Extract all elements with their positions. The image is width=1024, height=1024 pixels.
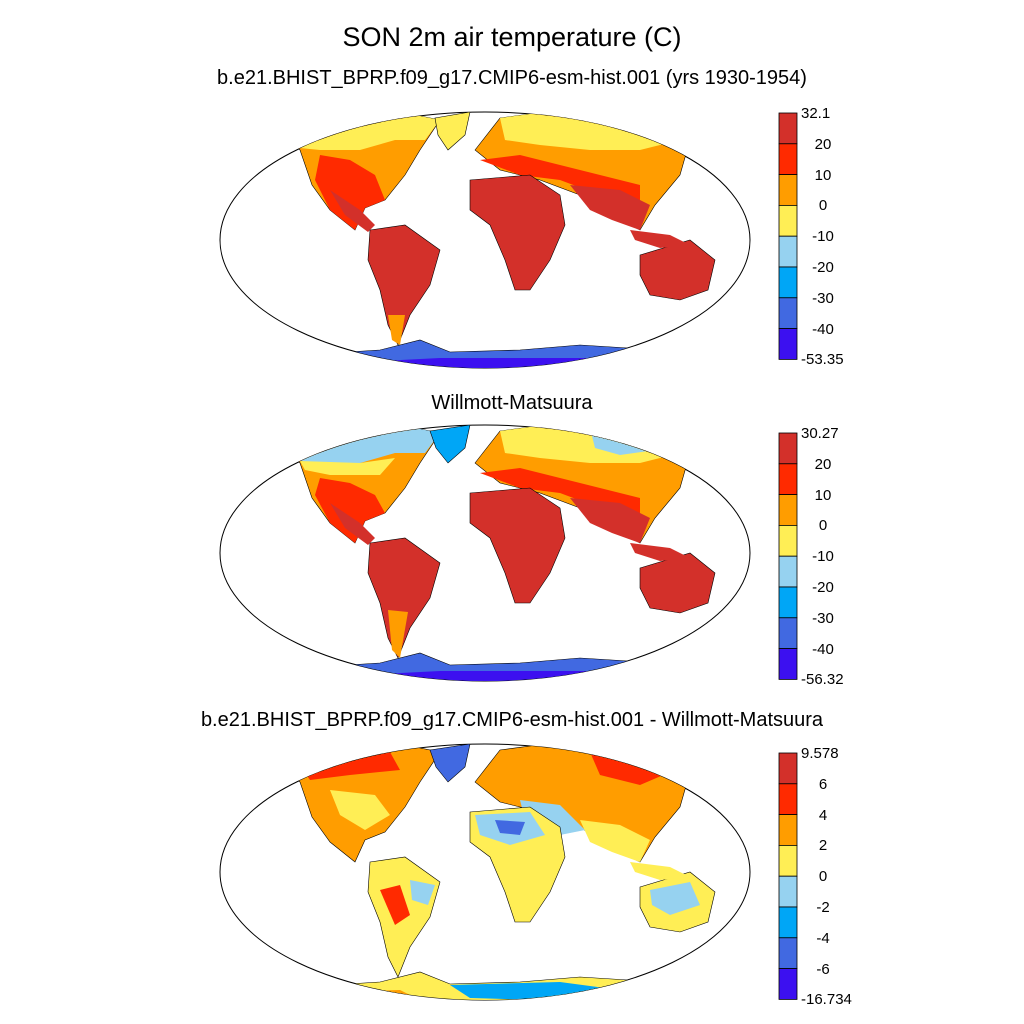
colorbar-segment — [778, 112, 798, 145]
colorbar-label: -16.734 — [801, 991, 852, 1009]
colorbar-segment — [778, 463, 798, 495]
sahara-cold — [495, 820, 525, 835]
australia — [639, 239, 716, 301]
colorbar-label: 20 — [814, 135, 832, 153]
colorbar-segment — [778, 525, 798, 557]
colorbar-label: 2 — [818, 837, 828, 855]
colorbar-label: 10 — [814, 166, 832, 184]
colorbar-segment — [778, 875, 798, 908]
antarctica-cool — [450, 982, 620, 1000]
central-america — [330, 190, 375, 232]
colorbar-segment — [778, 752, 798, 785]
colorbar-label: -30 — [812, 609, 834, 627]
greenland — [434, 112, 471, 151]
colorbar-segment — [778, 297, 798, 329]
colorbar-segment — [778, 266, 798, 299]
colorbar-label: 32.1 — [801, 105, 831, 122]
colorbar-label: -4 — [816, 929, 830, 947]
colorbar-label: 0 — [818, 197, 828, 215]
colorbar-label: 6 — [818, 775, 828, 793]
colorbar-label: -20 — [812, 259, 834, 276]
colorbar-label: 4 — [818, 806, 828, 824]
colorbar-diff — [778, 752, 798, 1000]
colorbar-segment — [778, 814, 798, 846]
colorbar-segment — [778, 906, 798, 939]
colorbar-label: -56.32 — [801, 671, 844, 689]
colorbar-segment — [778, 783, 798, 815]
colorbar-model — [778, 112, 798, 360]
colorbar-segment — [778, 586, 798, 619]
south-america-tip — [388, 610, 408, 658]
colorbar-label: -20 — [812, 579, 834, 596]
colorbar-label: 0 — [818, 868, 828, 886]
indonesia — [630, 862, 690, 880]
panel-title-model: b.e21.BHIST_BPRP.f09_g17.CMIP6-esm-hist.… — [217, 67, 807, 89]
australia — [639, 552, 716, 614]
colorbar-label: 30.27 — [801, 425, 839, 442]
colorbar-segment — [778, 143, 798, 176]
africa — [469, 174, 566, 291]
colorbar-label: -40 — [812, 640, 834, 658]
colorbar-label: -10 — [812, 548, 834, 566]
colorbar-label: 9.578 — [801, 745, 839, 762]
colorbar-segment — [778, 968, 798, 1000]
colorbar-segment — [778, 494, 798, 526]
south-asia — [570, 185, 650, 230]
greenland — [429, 744, 471, 783]
north-america-warm — [330, 790, 390, 830]
colorbar-label: 20 — [814, 455, 832, 473]
eurasia-cool — [520, 800, 585, 835]
colorbar-segment — [778, 235, 798, 268]
main-title: SON 2m air temperature (C) — [342, 22, 682, 52]
south-america — [367, 224, 441, 346]
colorbar-label: 10 — [814, 486, 832, 504]
colorbar-label: 0 — [818, 517, 828, 535]
colorbar-segment — [778, 937, 798, 969]
south-america-tip — [388, 315, 405, 345]
colorbar-segment — [778, 204, 798, 237]
colorbar-label: -53.35 — [801, 351, 844, 369]
colorbar-label: -30 — [812, 289, 834, 307]
colorbar-label: -10 — [812, 228, 834, 246]
north-america-south — [315, 478, 385, 543]
colorbar-segment — [778, 845, 798, 877]
colorbar-segment — [778, 174, 798, 206]
south-america — [367, 537, 441, 659]
greenland — [429, 425, 471, 464]
colorbar-segment — [778, 648, 798, 680]
south-asia — [580, 820, 650, 862]
colorbar-segment — [778, 617, 798, 649]
australia-cool — [650, 882, 700, 915]
colorbar-label: -6 — [816, 960, 830, 978]
indonesia — [630, 543, 690, 561]
colorbar-label: -40 — [812, 320, 834, 338]
south-asia — [570, 498, 650, 543]
colorbar-segment — [778, 432, 798, 465]
panel-title-obs: Willmott-Matsuura — [431, 392, 593, 414]
colorbar-obs — [778, 432, 798, 680]
panel-title-diff: b.e21.BHIST_BPRP.f09_g17.CMIP6-esm-hist.… — [200, 709, 824, 731]
colorbar-segment — [778, 555, 798, 588]
south-america-hot — [380, 885, 410, 925]
south-america-cool — [410, 880, 435, 905]
central-america — [330, 503, 375, 545]
colorbar-segment — [778, 328, 798, 360]
north-america-yellow — [300, 458, 395, 475]
north-america-south — [315, 155, 385, 230]
africa — [469, 487, 566, 604]
colorbar-label: -2 — [816, 899, 830, 916]
indonesia — [630, 230, 690, 248]
